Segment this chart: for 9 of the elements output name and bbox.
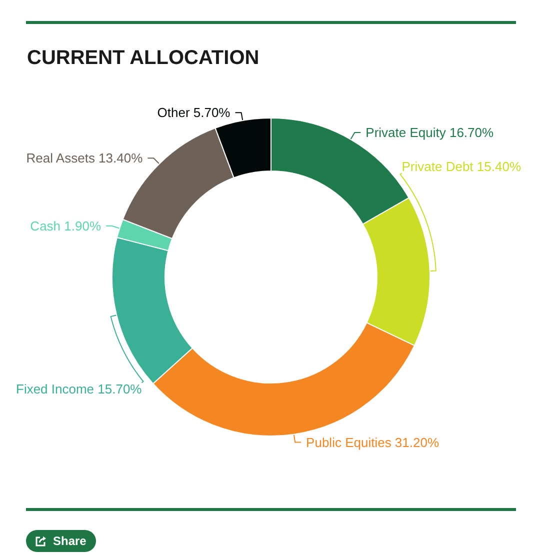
slice-label: Fixed Income 15.70% bbox=[16, 382, 142, 397]
slice-label: Private Equity 16.70% bbox=[366, 124, 494, 140]
slice-label: Other 5.70% bbox=[157, 105, 231, 120]
slice-label: Cash 1.90% bbox=[30, 218, 102, 234]
share-button: Share bbox=[26, 530, 96, 552]
chart-title: CURRENT ALLOCATION bbox=[27, 47, 260, 69]
slice-label: Private Debt 15.40% bbox=[402, 159, 522, 174]
slice-label: Real Assets 13.40% bbox=[26, 150, 144, 166]
slice-label: Public Equities 31.20% bbox=[306, 434, 440, 450]
